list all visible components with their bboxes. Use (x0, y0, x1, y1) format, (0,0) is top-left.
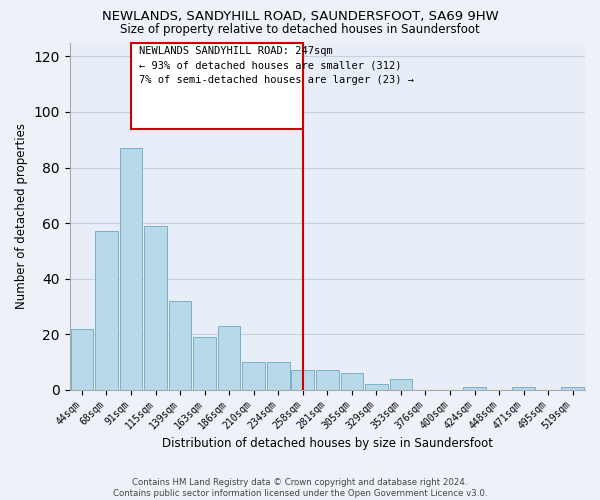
Bar (193, 337, 216, 390)
Bar (267, 362, 290, 390)
Bar (169, 301, 191, 390)
Bar (144, 226, 167, 390)
Bar (365, 384, 388, 390)
Y-axis label: Number of detached properties: Number of detached properties (15, 123, 28, 309)
Bar (218, 326, 241, 390)
Bar (120, 148, 142, 390)
X-axis label: Distribution of detached houses by size in Saundersfoot: Distribution of detached houses by size … (162, 437, 493, 450)
Bar (562, 387, 584, 390)
Bar (389, 378, 412, 390)
Text: Size of property relative to detached houses in Saundersfoot: Size of property relative to detached ho… (120, 22, 480, 36)
Bar (95, 232, 118, 390)
Bar (512, 387, 535, 390)
FancyBboxPatch shape (131, 42, 303, 128)
Bar (71, 328, 93, 390)
Text: NEWLANDS SANDYHILL ROAD: 247sqm
← 93% of detached houses are smaller (312)
7% of: NEWLANDS SANDYHILL ROAD: 247sqm ← 93% of… (139, 46, 414, 85)
Bar (463, 387, 486, 390)
Text: Contains HM Land Registry data © Crown copyright and database right 2024.
Contai: Contains HM Land Registry data © Crown c… (113, 478, 487, 498)
Bar (316, 370, 338, 390)
Text: NEWLANDS, SANDYHILL ROAD, SAUNDERSFOOT, SA69 9HW: NEWLANDS, SANDYHILL ROAD, SAUNDERSFOOT, … (101, 10, 499, 23)
Bar (292, 370, 314, 390)
Bar (242, 362, 265, 390)
Bar (341, 373, 363, 390)
